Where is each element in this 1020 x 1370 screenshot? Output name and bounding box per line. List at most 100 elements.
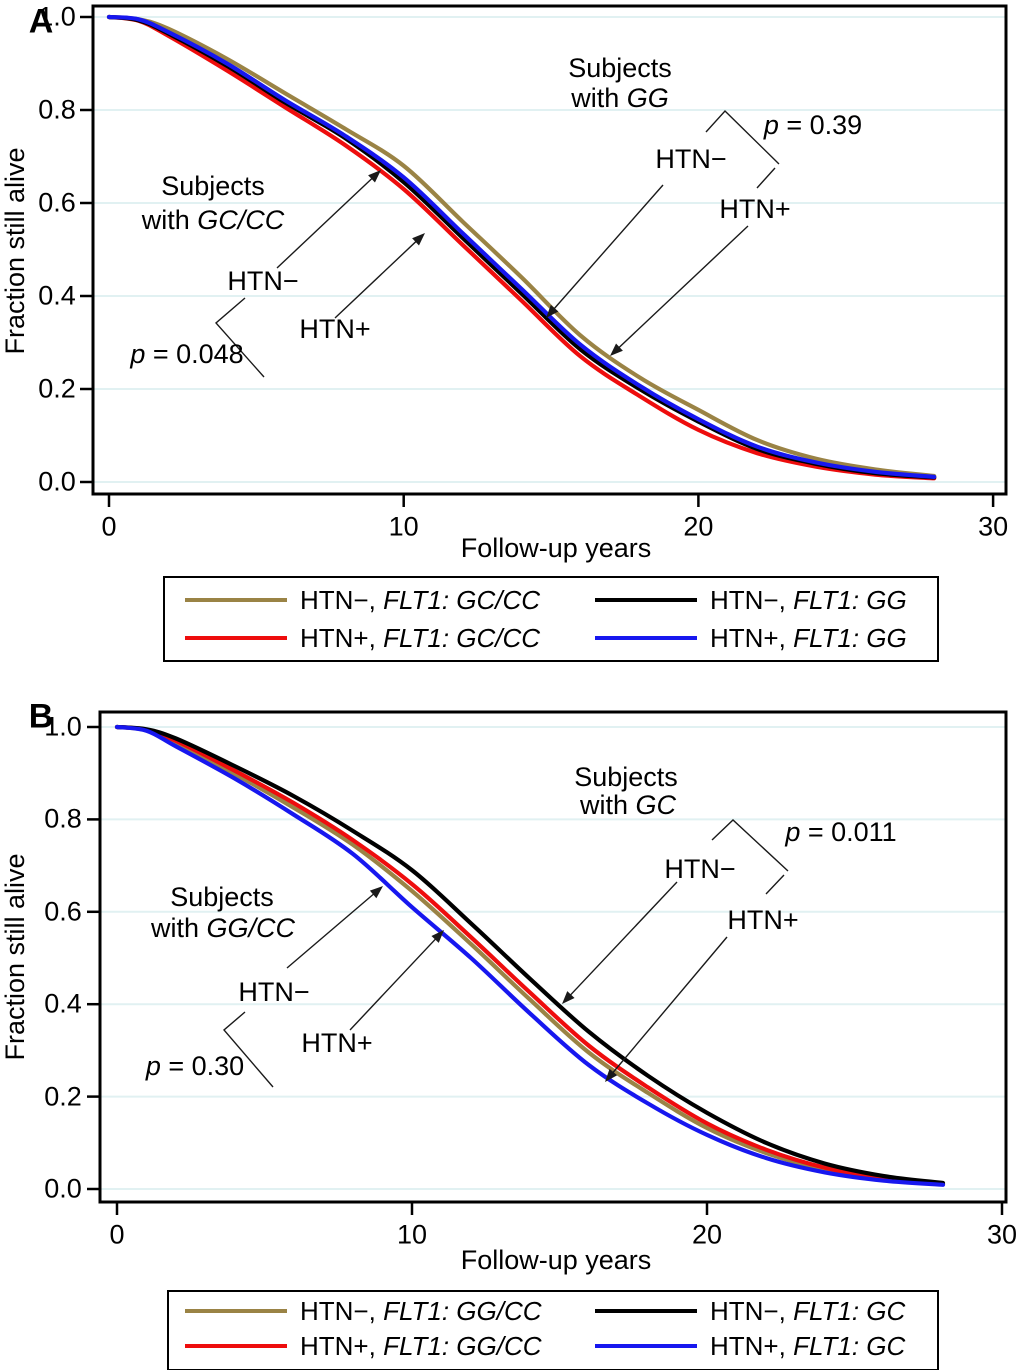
survival-curve — [106, 14, 937, 481]
p-value-bracket — [705, 109, 780, 165]
y-tick-label: 0.2 — [38, 373, 76, 404]
annotation-arrow-line — [567, 881, 678, 998]
legend-swatch-olive — [185, 598, 287, 602]
survival-curve — [114, 724, 946, 1186]
panel-a-group-note-right-line1: Subjects — [568, 53, 672, 84]
survival-curve — [106, 14, 937, 480]
y-tick-label: 0.6 — [44, 896, 82, 927]
x-tick-label: 0 — [101, 511, 117, 542]
y-tick-label: 0.0 — [44, 1173, 82, 1204]
legend-item: HTN−, FLT1: GG/CC — [185, 1296, 542, 1326]
legend-item: HTN+, FLT1: GC/CC — [185, 623, 540, 653]
panel-a-htn-plus-right-label: HTN+ — [719, 194, 791, 225]
p-value-bracket — [765, 874, 785, 895]
p-symbol: p — [785, 817, 801, 848]
legend-label: HTN+, FLT1: GC — [710, 1330, 906, 1361]
genotype-label: GG — [626, 83, 669, 114]
panel-a-legend: HTN−, FLT1: GC/CC HTN+, FLT1: GC/CC HTN−… — [163, 576, 939, 662]
panel-b-x-axis-title: Follow-up years — [460, 1245, 652, 1276]
annotation-arrow-line — [286, 891, 377, 969]
legend-label: HTN−, FLT1: GC/CC — [300, 584, 541, 615]
legend-label: HTN−, FLT1: GG — [710, 584, 907, 615]
annotation-arrowhead — [546, 304, 559, 318]
legend-label: HTN−, FLT1: GC — [710, 1295, 906, 1326]
y-tick-label: 1.0 — [38, 1, 76, 32]
p-value-text: = 0.048 — [145, 339, 244, 370]
panel-b-group-note-right-line1: Subjects — [574, 762, 678, 793]
panel-b-group-note-left-line1: Subjects — [170, 882, 274, 913]
x-tick-label: 10 — [388, 511, 419, 542]
annotation-arrow-line — [551, 184, 664, 312]
panel-a-plot — [80, 4, 1008, 507]
legend-swatch-black — [595, 1309, 697, 1313]
y-tick-label: 0.8 — [38, 94, 76, 125]
x-tick-label: 0 — [109, 1219, 125, 1250]
survival-curve — [114, 724, 946, 1187]
panel-b-htn-minus-left-label: HTN− — [238, 977, 310, 1008]
annotation-arrowhead — [412, 233, 425, 246]
panel-b-htn-plus-left-label: HTN+ — [301, 1028, 373, 1059]
x-tick-label: 30 — [978, 511, 1009, 542]
panel-b-p-value-right: p = 0.011 — [785, 817, 897, 848]
panel-b-y-axis-title: Fraction still alive — [0, 853, 31, 1061]
y-tick-label: 1.0 — [44, 711, 82, 742]
legend-label: HTN−, FLT1: GG/CC — [300, 1295, 542, 1326]
legend-swatch-olive — [185, 1309, 287, 1313]
annotation-arrow-line — [610, 936, 728, 1076]
panel-a-htn-minus-left-label: HTN− — [227, 266, 299, 297]
panel-a-group-note-right-line2: with GG — [571, 83, 669, 114]
y-tick-label: 0.2 — [44, 1081, 82, 1112]
genotype-label: GC/CC — [197, 205, 285, 236]
survival-curve — [106, 14, 937, 479]
legend-label: HTN+, FLT1: GC/CC — [300, 622, 541, 653]
panel-a-htn-plus-left-label: HTN+ — [299, 314, 371, 345]
legend-label: HTN+, FLT1: GG — [710, 622, 907, 653]
annotation-arrowhead — [605, 1068, 618, 1082]
p-value-text: = 0.011 — [800, 817, 897, 848]
survival-curve — [106, 14, 937, 479]
annotation-arrow-line — [334, 238, 419, 319]
annotation-arrowhead — [431, 930, 444, 943]
plot-border — [91, 4, 1008, 496]
legend-item: HTN+, FLT1: GG/CC — [185, 1331, 542, 1361]
panel-a-htn-minus-right-label: HTN− — [655, 144, 727, 175]
panel-b-group-note-left-line2: with GG/CC — [151, 913, 295, 944]
panel-a-y-axis-title: Fraction still alive — [0, 147, 31, 355]
p-symbol: p — [130, 339, 146, 370]
legend-item: HTN−, FLT1: GC — [595, 1296, 905, 1326]
x-tick-label: 10 — [396, 1219, 428, 1250]
y-tick-label: 0.0 — [38, 466, 76, 497]
y-tick-label: 0.4 — [38, 280, 76, 311]
legend-swatch-black — [595, 598, 697, 602]
x-tick-label: 30 — [986, 1219, 1018, 1250]
y-tick-label: 0.6 — [38, 187, 76, 218]
legend-swatch-blue — [595, 636, 697, 640]
p-value-text: = 0.30 — [160, 1051, 245, 1082]
p-symbol: p — [145, 1051, 161, 1082]
panel-a-x-axis-title: Follow-up years — [460, 533, 652, 564]
p-value-text: = 0.39 — [778, 110, 863, 141]
annotation-arrowhead — [368, 170, 381, 183]
legend-item: HTN+, FLT1: GC — [595, 1331, 905, 1361]
legend-item: HTN−, FLT1: GG — [595, 585, 907, 615]
legend-swatch-blue — [595, 1344, 697, 1348]
panel-b-legend: HTN−, FLT1: GG/CC HTN+, FLT1: GG/CC HTN−… — [167, 1290, 939, 1370]
legend-label: HTN+, FLT1: GG/CC — [300, 1330, 542, 1361]
p-value-bracket — [223, 1011, 274, 1088]
legend-item: HTN−, FLT1: GC/CC — [185, 585, 540, 615]
legend-swatch-red — [185, 636, 287, 640]
p-value-bracket — [215, 297, 265, 378]
panel-a-group-note-left-line1: Subjects — [161, 171, 265, 202]
annotation-arrowhead — [562, 991, 575, 1004]
annotation-arrowhead — [369, 886, 383, 899]
annotation-arrow-line — [349, 936, 439, 1031]
legend-item: HTN+, FLT1: GG — [595, 623, 907, 653]
group-note-prefix: with — [579, 790, 636, 821]
panel-a-p-value-right: p = 0.39 — [764, 110, 863, 141]
annotation-arrow-line — [616, 225, 749, 351]
panel-b-plot — [87, 710, 1008, 1215]
panel-a-group-note-left-line2: with GC/CC — [142, 205, 285, 236]
plot-border — [98, 710, 1008, 1204]
